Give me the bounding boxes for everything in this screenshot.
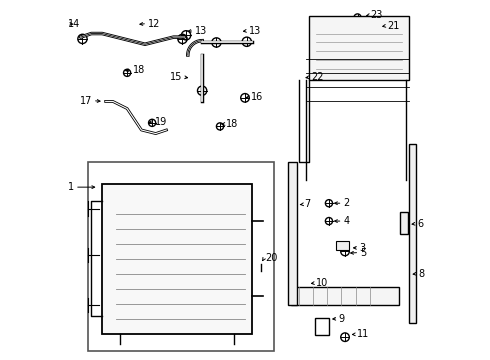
Bar [292, 287, 398, 305]
Bar [400, 212, 408, 234]
Text: 20: 20 [265, 253, 277, 263]
Text: 13: 13 [248, 26, 261, 36]
Text: 4: 4 [343, 216, 349, 226]
Text: 18: 18 [226, 119, 238, 129]
Text: 3: 3 [359, 243, 366, 253]
Text: 11: 11 [356, 329, 368, 339]
Text: 19: 19 [155, 117, 167, 127]
Text: 14: 14 [68, 18, 80, 28]
Bar [336, 241, 348, 249]
Text: 13: 13 [195, 26, 207, 36]
Bar [309, 16, 409, 80]
Text: 7: 7 [304, 199, 310, 209]
Text: 15: 15 [170, 72, 182, 82]
Text: 9: 9 [339, 314, 345, 324]
Bar [315, 318, 329, 336]
Text: 21: 21 [387, 21, 399, 31]
Text: 8: 8 [418, 269, 424, 279]
Text: 18: 18 [132, 65, 145, 75]
Text: 5: 5 [360, 248, 367, 257]
Bar [288, 162, 297, 305]
Text: 12: 12 [148, 18, 160, 28]
Text: 22: 22 [311, 72, 323, 82]
Bar [102, 184, 252, 334]
Bar [409, 144, 416, 323]
Text: 6: 6 [417, 219, 423, 229]
Text: 2: 2 [343, 198, 349, 208]
Text: 10: 10 [317, 278, 329, 288]
Text: 16: 16 [251, 92, 264, 102]
Bar [88, 162, 273, 351]
Text: 17: 17 [80, 96, 92, 106]
Text: 23: 23 [371, 10, 383, 20]
Text: 1: 1 [68, 182, 74, 192]
